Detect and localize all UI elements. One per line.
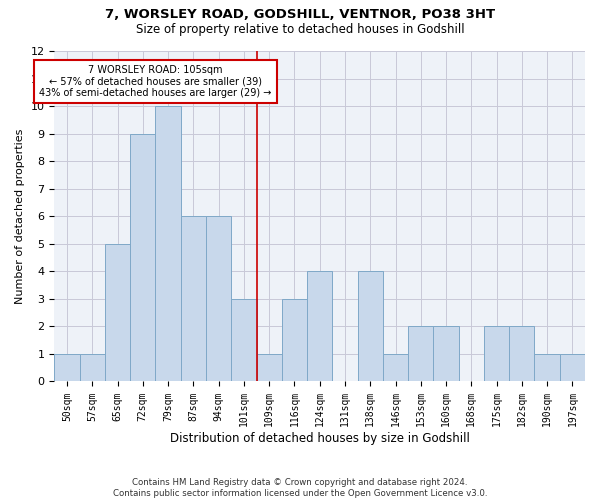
Text: 7, WORSLEY ROAD, GODSHILL, VENTNOR, PO38 3HT: 7, WORSLEY ROAD, GODSHILL, VENTNOR, PO38… bbox=[105, 8, 495, 20]
X-axis label: Distribution of detached houses by size in Godshill: Distribution of detached houses by size … bbox=[170, 432, 470, 445]
Bar bbox=[231, 299, 257, 382]
Text: Size of property relative to detached houses in Godshill: Size of property relative to detached ho… bbox=[136, 22, 464, 36]
Bar bbox=[358, 272, 383, 382]
Bar bbox=[181, 216, 206, 382]
Bar bbox=[282, 299, 307, 382]
Bar bbox=[509, 326, 535, 382]
Bar bbox=[383, 354, 408, 382]
Bar bbox=[155, 106, 181, 382]
Bar bbox=[560, 354, 585, 382]
Bar bbox=[535, 354, 560, 382]
Bar bbox=[484, 326, 509, 382]
Bar bbox=[408, 326, 433, 382]
Bar bbox=[433, 326, 458, 382]
Bar bbox=[80, 354, 105, 382]
Text: Contains HM Land Registry data © Crown copyright and database right 2024.
Contai: Contains HM Land Registry data © Crown c… bbox=[113, 478, 487, 498]
Bar bbox=[257, 354, 282, 382]
Bar bbox=[130, 134, 155, 382]
Y-axis label: Number of detached properties: Number of detached properties bbox=[15, 129, 25, 304]
Bar bbox=[307, 272, 332, 382]
Bar bbox=[55, 354, 80, 382]
Text: 7 WORSLEY ROAD: 105sqm
← 57% of detached houses are smaller (39)
43% of semi-det: 7 WORSLEY ROAD: 105sqm ← 57% of detached… bbox=[39, 65, 272, 98]
Bar bbox=[105, 244, 130, 382]
Bar bbox=[206, 216, 231, 382]
